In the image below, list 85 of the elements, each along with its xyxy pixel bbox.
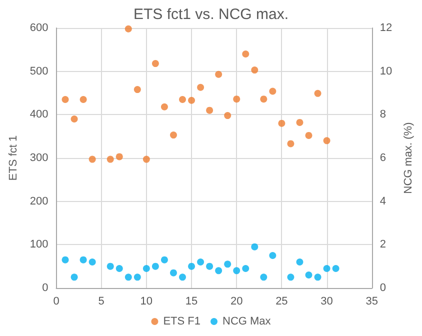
x-tick-label: 30 bbox=[320, 296, 333, 308]
x-tick-label: 10 bbox=[140, 296, 153, 308]
y-tick-label: 600 bbox=[30, 22, 48, 34]
point bbox=[206, 106, 214, 114]
point bbox=[170, 132, 177, 139]
point bbox=[215, 267, 222, 274]
y2-tick-label: 6 bbox=[380, 152, 386, 164]
y-tick-label: 0 bbox=[42, 282, 48, 294]
point bbox=[251, 66, 258, 74]
point bbox=[305, 272, 312, 278]
y-tick-label: 300 bbox=[30, 152, 48, 164]
point bbox=[323, 137, 330, 144]
x-tick-label: 20 bbox=[230, 296, 243, 308]
point bbox=[296, 258, 304, 266]
y-tick-label: 500 bbox=[30, 65, 48, 78]
x-tick-label: 15 bbox=[185, 296, 198, 308]
x-tick-label: 0 bbox=[53, 296, 60, 308]
point bbox=[134, 274, 141, 281]
point bbox=[251, 243, 258, 250]
y-tick-label: 200 bbox=[30, 195, 48, 208]
point bbox=[160, 256, 168, 264]
point bbox=[152, 262, 159, 270]
point bbox=[124, 274, 132, 281]
y2-tick-label: 12 bbox=[380, 22, 392, 34]
point bbox=[242, 50, 250, 58]
point bbox=[124, 25, 132, 32]
y-axis-title: ETS fct 1 bbox=[8, 135, 20, 181]
point bbox=[242, 265, 250, 272]
point bbox=[88, 156, 96, 163]
point bbox=[260, 274, 268, 281]
point bbox=[269, 88, 276, 95]
point bbox=[233, 267, 240, 274]
point bbox=[179, 274, 186, 281]
point bbox=[116, 265, 123, 272]
y-tick-label: 400 bbox=[30, 108, 48, 121]
point bbox=[116, 153, 123, 160]
point bbox=[188, 96, 196, 104]
point bbox=[278, 120, 286, 127]
point bbox=[323, 265, 330, 272]
point bbox=[62, 256, 69, 264]
point bbox=[269, 252, 276, 259]
point bbox=[160, 103, 168, 110]
point bbox=[233, 96, 240, 103]
point bbox=[142, 156, 150, 163]
point bbox=[197, 84, 204, 91]
point bbox=[314, 90, 322, 97]
point bbox=[134, 86, 141, 94]
point bbox=[106, 156, 114, 163]
point bbox=[70, 274, 78, 281]
y2-tick-label: 0 bbox=[380, 282, 386, 294]
point bbox=[80, 96, 87, 103]
y2-axis-title: NCG max. (%) bbox=[402, 122, 414, 194]
point bbox=[70, 116, 78, 122]
y2-tick-label: 8 bbox=[380, 108, 386, 121]
point bbox=[152, 60, 159, 68]
point bbox=[179, 96, 186, 103]
point bbox=[287, 274, 294, 281]
x-tick-label: 35 bbox=[366, 296, 378, 308]
point bbox=[296, 118, 304, 126]
point bbox=[62, 96, 69, 103]
point bbox=[88, 258, 96, 266]
point bbox=[287, 140, 294, 148]
point bbox=[314, 274, 322, 281]
point bbox=[197, 258, 204, 266]
point bbox=[206, 262, 214, 270]
point bbox=[224, 112, 232, 120]
point bbox=[188, 262, 196, 270]
point bbox=[224, 260, 232, 268]
y2-tick-label: 10 bbox=[380, 65, 392, 78]
point bbox=[332, 265, 340, 272]
point bbox=[170, 269, 177, 276]
legend-label: ETS F1 bbox=[163, 316, 201, 328]
point bbox=[142, 265, 150, 272]
point bbox=[305, 132, 312, 139]
point bbox=[106, 262, 114, 270]
point bbox=[80, 256, 87, 264]
x-tick-label: 5 bbox=[98, 296, 104, 308]
legend-label: NCG Max bbox=[222, 316, 272, 328]
y2-tick-label: 4 bbox=[380, 195, 386, 208]
point bbox=[260, 96, 268, 103]
point bbox=[215, 70, 222, 78]
x-tick-label: 25 bbox=[276, 296, 288, 308]
y-tick-label: 100 bbox=[30, 238, 48, 251]
chart-title: ETS fct1 vs. NCG max. bbox=[133, 6, 289, 23]
y2-tick-label: 2 bbox=[380, 238, 386, 251]
